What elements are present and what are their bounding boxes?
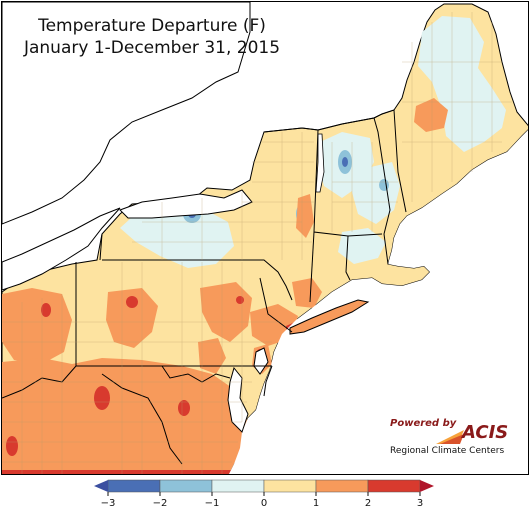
chesapeake-bay: [227, 366, 249, 433]
long-island: [289, 299, 370, 335]
legend-tick-label: 2: [365, 498, 371, 509]
legend-bin: [159, 479, 213, 493]
lake-champlain: [315, 133, 325, 193]
legend-tick-label: 0: [261, 498, 267, 509]
acis-powered-by: Powered by: [390, 418, 457, 429]
acis-name: ACIS: [462, 422, 509, 443]
legend-tick-label: 1: [313, 498, 319, 509]
legend-tick-label: −1: [205, 498, 220, 509]
map-subtitle: January 1-December 31, 2015: [23, 38, 281, 58]
atlantic-ocean: [229, 130, 528, 474]
legend-bin: [315, 479, 369, 493]
color-legend: −3 −2 −1 0 1 2 3: [94, 479, 434, 509]
great-lakes: [2, 2, 253, 291]
warm-areas: [2, 98, 448, 474]
legend-bins: [107, 479, 421, 493]
legend-bin: [107, 479, 161, 493]
temperature-departure-map: [2, 2, 528, 474]
state-borders: [2, 109, 407, 465]
legend-below-arrow: [94, 480, 108, 492]
county-lines: [2, 12, 512, 474]
legend-bin: [263, 479, 317, 493]
legend-tick-label: −2: [153, 498, 168, 509]
map-title: Temperature Departure (F): [38, 16, 266, 36]
map-panel: Temperature Departure (F) January 1-Dece…: [1, 1, 529, 475]
legend-above-arrow: [420, 480, 434, 492]
legend-bin: [367, 479, 421, 493]
acis-swoosh-icon: [436, 430, 464, 444]
legend-tick-label: −3: [101, 498, 116, 509]
acis-subtitle: Regional Climate Centers: [390, 446, 505, 456]
legend-bin: [211, 479, 265, 493]
delaware-bay: [253, 347, 269, 375]
legend-tick-label: 3: [417, 498, 423, 509]
legend-ticks: −3 −2 −1 0 1 2 3: [101, 492, 423, 509]
acis-logo: Powered by ACIS Regional Climate Centers: [386, 416, 516, 462]
